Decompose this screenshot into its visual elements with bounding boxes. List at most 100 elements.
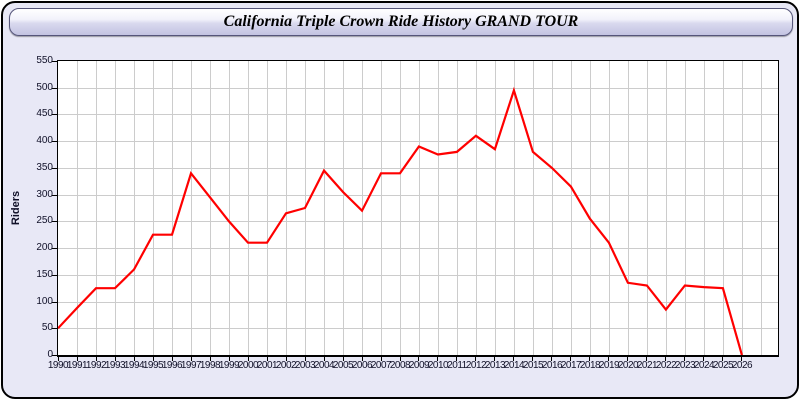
x-axis-tick [95,357,97,361]
x-tick-label: 1999 [218,360,240,371]
x-axis-tick [114,357,116,361]
x-tick-label: 2012 [465,360,487,371]
x-axis-tick [228,357,230,361]
y-axis-tick [52,141,57,142]
x-axis-tick [76,357,78,361]
x-tick-label: 2021 [636,360,658,371]
y-axis-title: Riders [10,190,22,226]
x-tick-label: 2022 [655,360,677,371]
y-axis-tick [52,88,57,89]
page-title: California Triple Crown Ride History GRA… [223,13,579,30]
x-axis-tick [418,357,420,361]
x-tick-label: 2025 [712,360,734,371]
x-axis-tick [722,357,724,361]
x-tick-label: 2001 [256,360,278,371]
title-bar: California Triple Crown Ride History GRA… [9,8,793,36]
x-tick-label: 2017 [560,360,582,371]
y-tick-label: 400 [36,135,53,146]
x-axis-tick [627,357,629,361]
x-axis-tick [646,357,648,361]
y-axis-tick [52,248,57,249]
y-axis-tick [52,61,57,62]
x-tick-label: 2007 [370,360,392,371]
x-axis-tick [304,357,306,361]
y-tick-label: 150 [36,269,53,280]
y-axis-tick [52,355,57,356]
x-axis-tick [247,357,249,361]
x-tick-label: 1992 [85,360,107,371]
x-axis-tick [266,357,268,361]
x-tick-label: 2024 [693,360,715,371]
y-tick-label: 550 [36,55,53,66]
x-tick-label: 2003 [294,360,316,371]
y-tick-label: 300 [36,189,53,200]
x-tick-label: 1995 [142,360,164,371]
x-tick-label: 1991 [66,360,88,371]
x-axis-tick [285,357,287,361]
x-tick-label: 2013 [484,360,506,371]
x-axis-tick [399,357,401,361]
x-axis-tick [323,357,325,361]
x-tick-label: 2014 [503,360,525,371]
x-axis-tick [475,357,477,361]
y-tick-label: 200 [36,242,53,253]
x-tick-label: 2004 [313,360,335,371]
x-axis-tick [209,357,211,361]
y-tick-label: 500 [36,82,53,93]
x-tick-label: 1996 [161,360,183,371]
y-tick-label: 450 [36,108,53,119]
x-axis-tick [133,357,135,361]
x-tick-label: 1998 [199,360,221,371]
x-tick-label: 2000 [237,360,259,371]
ride-history-line [58,86,743,355]
x-tick-label: 2026 [731,360,753,371]
x-tick-label: 1993 [104,360,126,371]
y-axis-tick [52,168,57,169]
x-axis-tick [171,357,173,361]
y-axis-tick [52,275,57,276]
x-axis-tick [551,357,553,361]
x-tick-label: 2008 [389,360,411,371]
y-tick-label: 250 [36,215,53,226]
x-axis-tick [380,357,382,361]
y-axis-tick [52,302,57,303]
y-tick-label: 100 [36,296,53,307]
x-tick-label: 2009 [408,360,430,371]
x-axis-tick [703,357,705,361]
y-tick-label: 0 [47,349,53,360]
x-axis-tick [589,357,591,361]
y-axis-tick [52,221,57,222]
x-axis-tick [152,357,154,361]
x-tick-label: 2010 [427,360,449,371]
x-tick-label: 2020 [617,360,639,371]
x-axis-tick [570,357,572,361]
x-axis-tick [456,357,458,361]
x-axis-tick [494,357,496,361]
x-tick-label: 2002 [275,360,297,371]
x-tick-label: 2006 [351,360,373,371]
x-tick-label: 2016 [541,360,563,371]
y-tick-label: 350 [36,162,53,173]
x-axis-tick [684,357,686,361]
x-axis-tick [342,357,344,361]
x-axis-tick [513,357,515,361]
x-axis-tick [665,357,667,361]
x-axis-tick [608,357,610,361]
y-axis-tick [52,328,57,329]
x-tick-label: 2015 [522,360,544,371]
x-axis-tick [532,357,534,361]
plot-area [57,60,779,357]
x-axis-tick [190,357,192,361]
x-tick-label: 2005 [332,360,354,371]
x-tick-label: 2019 [598,360,620,371]
x-axis-tick [57,357,59,361]
y-axis-tick [52,114,57,115]
x-tick-label: 1990 [47,360,69,371]
x-tick-label: 1994 [123,360,145,371]
y-axis-tick [52,195,57,196]
x-tick-label: 2023 [674,360,696,371]
x-tick-label: 1997 [180,360,202,371]
x-tick-label: 2018 [579,360,601,371]
y-tick-label: 50 [41,322,53,333]
